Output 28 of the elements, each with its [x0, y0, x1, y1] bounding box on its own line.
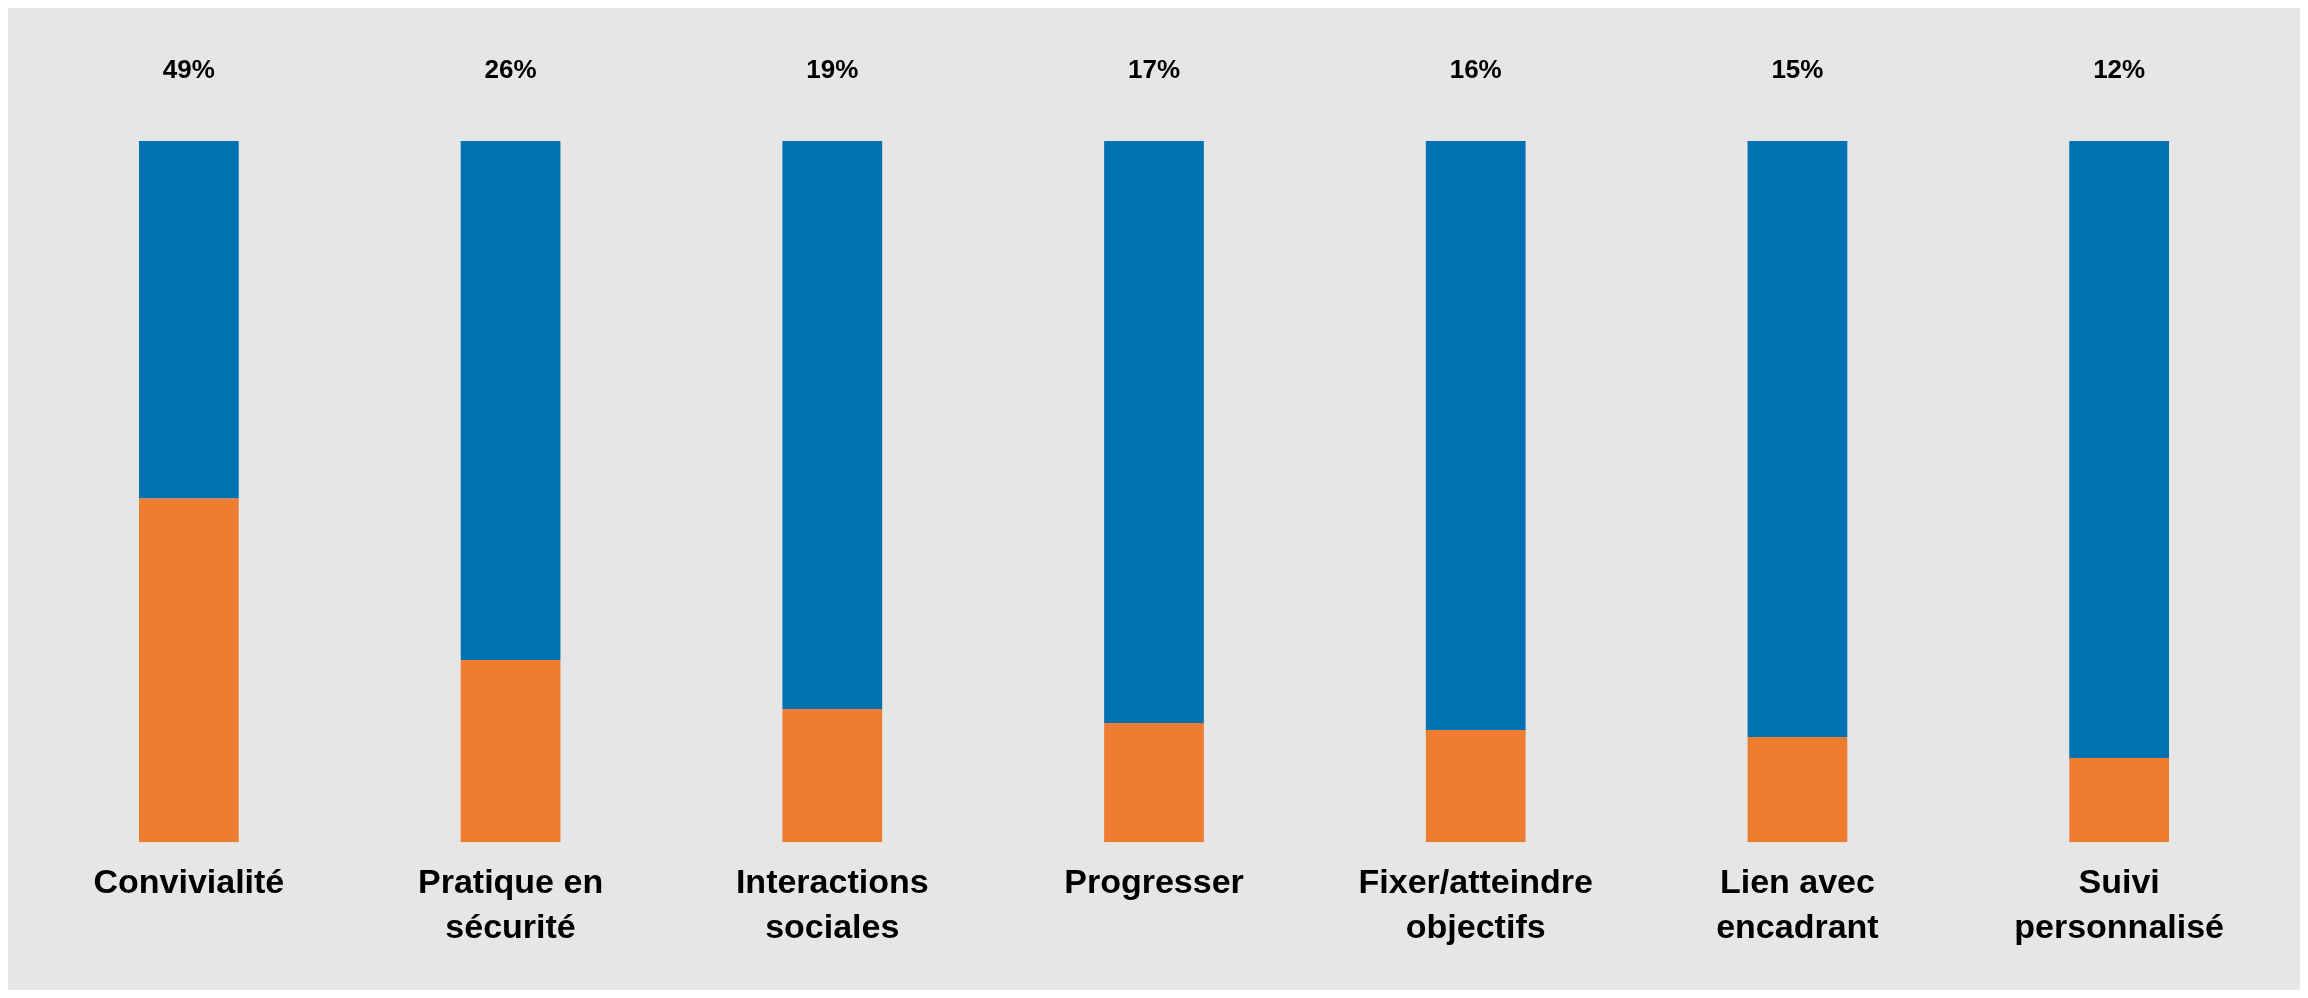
data-label: 16%: [1449, 54, 1502, 85]
data-label: 49%: [162, 54, 215, 85]
bar: [138, 141, 239, 499]
bar: [2069, 758, 2170, 843]
bar: [1747, 737, 1848, 843]
data-label: 19%: [806, 54, 859, 85]
bar: [460, 141, 561, 660]
x-tick-label: Fixer/atteindre objectifs: [1358, 861, 1593, 946]
bar: [138, 498, 239, 843]
bar: [460, 659, 561, 843]
x-tick-label: Suivi personnalisé: [2014, 861, 2225, 946]
bar: [1747, 141, 1848, 738]
x-tick-label: Progresser: [1064, 861, 1244, 900]
data-label: 17%: [1127, 54, 1181, 85]
bar: [782, 141, 883, 709]
data-label: 15%: [1771, 54, 1824, 85]
bar: [1104, 141, 1204, 723]
x-tick-label: Convivialité: [93, 861, 285, 900]
bar: [1425, 141, 1526, 731]
bar: [2069, 141, 2170, 759]
x-tick-label: Lien avec encadrant: [1716, 861, 1879, 946]
x-tick-label: Pratique en sécurité: [417, 861, 604, 946]
data-label: 12%: [2093, 54, 2146, 85]
x-tick-label: Interactions sociales: [735, 861, 929, 946]
bar: [782, 708, 883, 843]
bar: [1425, 730, 1526, 843]
bar: [1104, 723, 1204, 843]
data-label: 26%: [484, 54, 537, 85]
